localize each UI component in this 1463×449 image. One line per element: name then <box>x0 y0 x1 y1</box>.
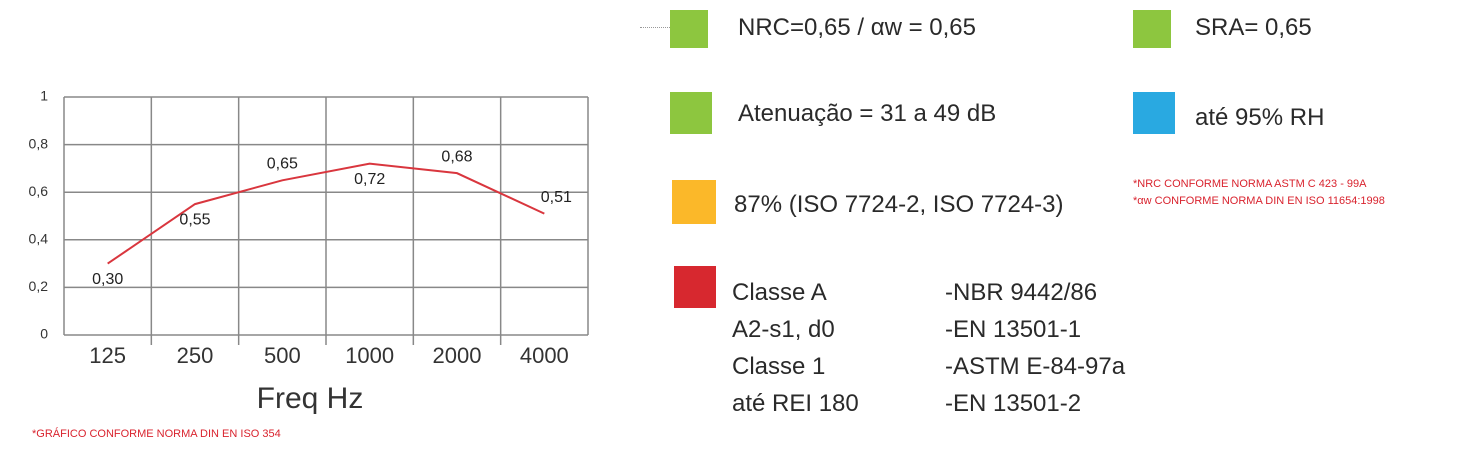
fire-standard: -EN 13501-1 <box>945 316 1082 343</box>
fire-icon <box>674 266 716 308</box>
x-tick-label: 1000 <box>345 343 394 368</box>
light-icon <box>672 180 716 224</box>
nrc-note: *NRC CONFORME NORMA ASTM C 423 - 99A <box>1133 178 1367 190</box>
attenuation-text: Atenuação = 31 a 49 dB <box>738 100 997 127</box>
fire-class: Classe 1 <box>732 353 826 380</box>
y-tick-label: 0 <box>40 326 48 342</box>
y-tick-label: 0,8 <box>29 135 49 151</box>
x-tick-label: 250 <box>177 343 214 368</box>
fire-class: Classe A <box>732 279 827 306</box>
dotted-line <box>640 27 670 28</box>
light-text: 87% (ISO 7724-2, ISO 7724-3) <box>734 191 1064 218</box>
fire-standard: -ASTM E-84-97a <box>945 353 1126 380</box>
chart: Freq Hz *GRÁFICO CONFORME NORMA DIN EN I… <box>29 88 589 440</box>
humidity-icon <box>1133 92 1175 134</box>
data-label: 0,51 <box>541 189 572 206</box>
y-tick-label: 0,2 <box>29 278 49 294</box>
data-label: 0,30 <box>92 271 123 288</box>
y-tick-label: 0,4 <box>29 231 49 247</box>
acoustic-icon <box>670 10 708 48</box>
y-tick-label: 0,6 <box>29 183 49 199</box>
x-axis-label: Freq Hz <box>257 382 364 415</box>
x-tick-label: 500 <box>264 343 301 368</box>
sra-text: SRA= 0,65 <box>1195 14 1312 41</box>
data-label: 0,68 <box>441 148 472 165</box>
fire-standard: -NBR 9442/86 <box>945 279 1098 306</box>
fire-class: até REI 180 <box>732 390 859 417</box>
data-label: 0,55 <box>179 211 210 228</box>
x-tick-label: 2000 <box>433 343 482 368</box>
nrc-text: NRC=0,65 / αw = 0,65 <box>738 14 976 41</box>
fire-standard: -EN 13501-2 <box>945 390 1082 417</box>
fire-class: A2-s1, d0 <box>732 316 835 343</box>
line <box>107 162 545 265</box>
y-tick-label: 1 <box>40 88 48 104</box>
chart-note: *GRÁFICO CONFORME NORMA DIN EN ISO 354 <box>32 427 281 440</box>
attenuation-icon <box>670 92 712 134</box>
x-tick-label: 125 <box>89 343 126 368</box>
sra-icon <box>1133 10 1171 48</box>
data-label: 0,65 <box>267 156 298 173</box>
humidity-text: até 95% RH <box>1195 104 1325 131</box>
data-label: 0,72 <box>354 171 385 188</box>
aw-note: *αw CONFORME NORMA DIN EN ISO 11654:1998 <box>1133 195 1385 207</box>
x-tick-label: 4000 <box>520 343 569 368</box>
